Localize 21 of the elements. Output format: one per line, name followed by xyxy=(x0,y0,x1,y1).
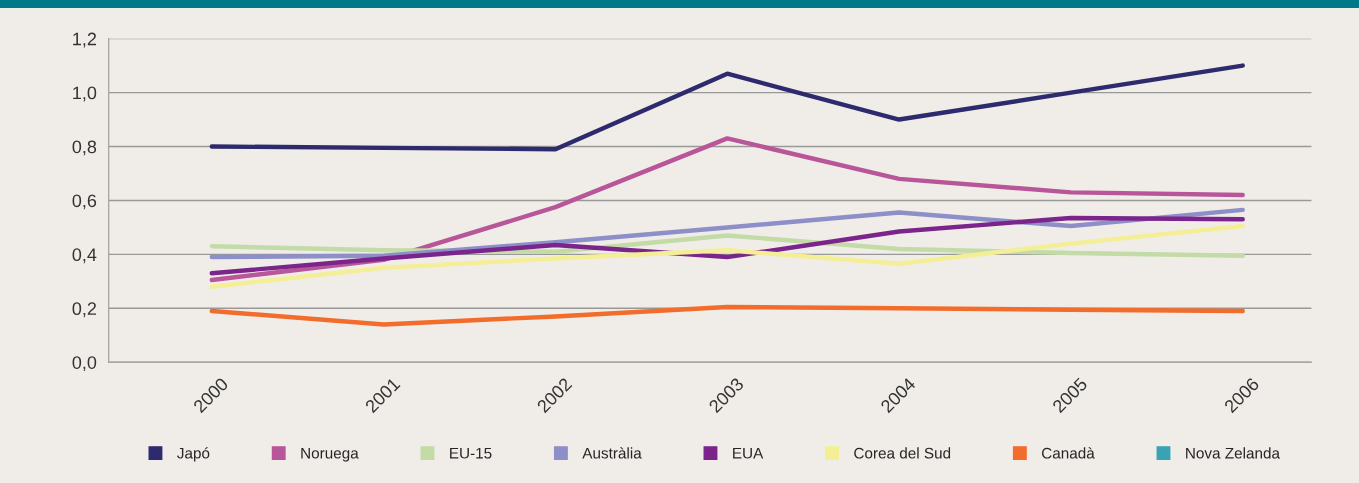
line-series xyxy=(209,136,1245,283)
y-tick-label: 0,6 xyxy=(72,194,97,210)
legend-label: Noruega xyxy=(301,447,359,462)
line-series xyxy=(209,223,1245,289)
line-series xyxy=(209,63,1245,152)
line-series xyxy=(209,207,1245,260)
y-tick-label: 1,0 xyxy=(73,86,97,102)
legend-label: Canadà xyxy=(1041,447,1095,459)
legend-label: Japó xyxy=(177,447,210,462)
line-series xyxy=(209,304,1245,327)
line-series xyxy=(209,215,1245,276)
y-tick-label: 0,0 xyxy=(72,356,97,372)
y-tick-label: 1,2 xyxy=(73,32,97,48)
legend-label: Austràlia xyxy=(582,447,642,459)
legend-label: EUA xyxy=(733,447,764,459)
y-tick-label: 0,8 xyxy=(72,140,97,156)
legend-label: EU-15 xyxy=(450,447,492,459)
legend-label: Corea del Sud xyxy=(854,447,951,459)
y-tick-label: 0,4 xyxy=(72,248,97,264)
legend-label: Nova Zelanda xyxy=(1186,447,1280,459)
y-tick-label: 0,2 xyxy=(72,302,97,318)
